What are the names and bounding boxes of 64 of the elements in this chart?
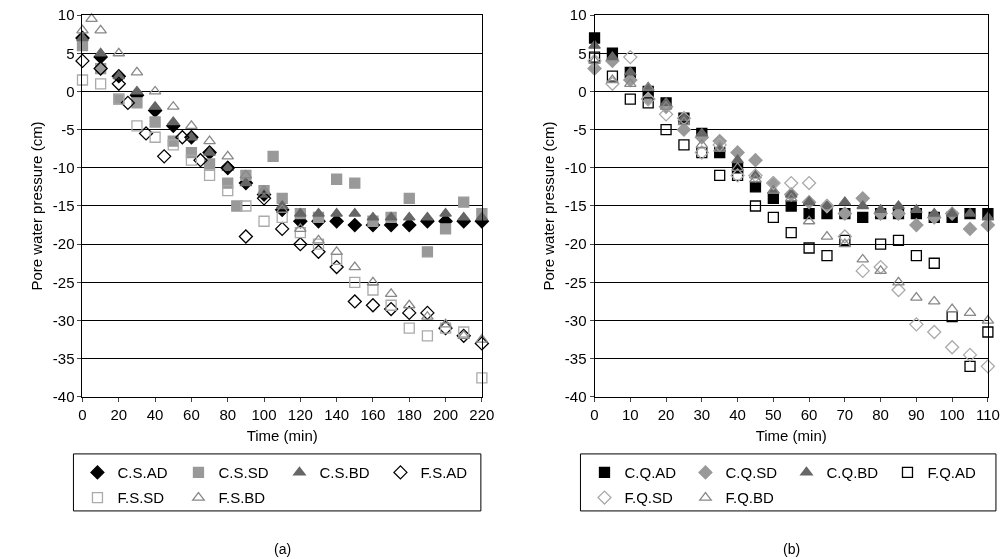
y-tick-label: -25 [564, 273, 587, 291]
y-tick-label: -10 [52, 159, 75, 177]
x-tick-label: 120 [287, 405, 313, 423]
x-tick-label: 50 [764, 405, 782, 423]
x-axis-title: Time (min) [755, 426, 827, 444]
legend-label: C.S.SD [218, 464, 269, 482]
x-tick-label: 100 [939, 405, 965, 423]
y-tick-label: 0 [578, 82, 587, 100]
y-tick-label: 10 [569, 6, 587, 24]
x-tick-label: 0 [590, 405, 599, 423]
x-tick-label: 60 [183, 405, 200, 423]
y-axis-title: Pore water pressure (cm) [28, 121, 46, 291]
y-tick-label: -35 [564, 349, 587, 367]
x-tick-label: 40 [146, 405, 164, 423]
x-tick-label: 40 [729, 405, 746, 423]
y-tick-label: -20 [52, 235, 75, 253]
x-tick-label: 140 [324, 405, 350, 423]
x-tick-label: 30 [693, 405, 711, 423]
legend-label: C.Q.BD [826, 464, 879, 482]
y-tick-label: -5 [573, 120, 587, 138]
y-tick-label: -25 [52, 273, 75, 291]
y-tick-label: -10 [564, 159, 587, 177]
y-tick-label: -35 [52, 349, 75, 367]
x-tick-label: 220 [469, 405, 495, 423]
y-tick-label: -30 [564, 311, 587, 329]
y-axis-title: Pore water pressure (cm) [540, 121, 558, 291]
x-tick-label: 90 [908, 405, 925, 423]
x-tick-label: 80 [872, 405, 889, 423]
legend-label: F.S.BD [218, 489, 266, 507]
legend-label: F.Q.SD [624, 489, 673, 507]
y-tick-label: -15 [52, 197, 75, 215]
y-tick-label: -15 [564, 197, 587, 215]
x-tick-label: 20 [110, 405, 128, 423]
y-tick-label: -40 [564, 388, 587, 406]
text: (b) [783, 541, 801, 557]
y-tick-label: -5 [61, 120, 75, 138]
legend-label: C.Q.SD [725, 464, 778, 482]
y-tick-label: 5 [66, 44, 75, 62]
legend-label: C.S.BD [319, 464, 370, 482]
text: (a) [274, 541, 292, 557]
x-axis-title: Time (min) [246, 426, 318, 444]
x-tick-label: 10 [621, 405, 639, 423]
legend-label: F.Q.BD [725, 489, 774, 507]
x-tick-label: 70 [836, 405, 854, 423]
legend-label: C.Q.AD [624, 464, 677, 482]
legend-label: F.Q.AD [927, 464, 976, 482]
x-tick-label: 160 [360, 405, 386, 423]
x-tick-label: 20 [657, 405, 675, 423]
legend-label: F.S.AD [420, 464, 468, 482]
x-tick-label: 110 [975, 405, 1000, 423]
x-tick-label: 180 [396, 405, 422, 423]
y-tick-label: 10 [57, 6, 75, 24]
x-tick-label: 60 [800, 405, 818, 423]
y-tick-label: -20 [564, 235, 587, 253]
legend-label: C.S.AD [117, 464, 168, 482]
x-tick-label: 100 [251, 405, 277, 423]
y-tick-label: -30 [52, 311, 75, 329]
y-tick-label: 5 [578, 44, 587, 62]
y-tick-label: -40 [52, 388, 75, 406]
x-tick-label: 80 [219, 405, 237, 423]
legend-label: F.S.SD [117, 489, 165, 507]
x-tick-label: 0 [78, 405, 87, 423]
y-tick-label: 0 [66, 82, 75, 100]
x-tick-label: 200 [433, 405, 459, 423]
